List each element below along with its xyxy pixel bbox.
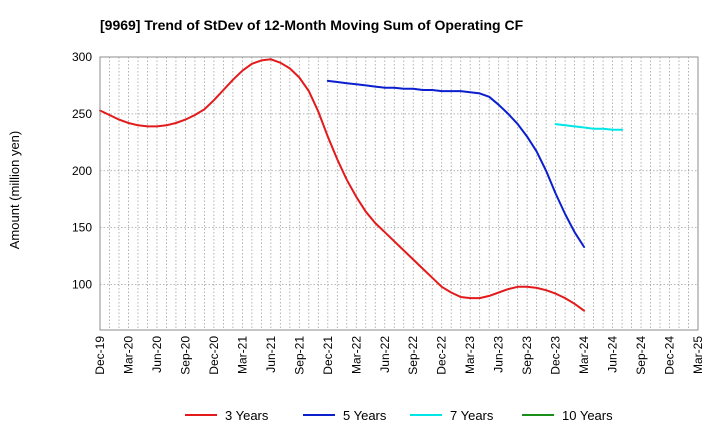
legend: 3 Years 5 Years 7 Years 10 Years	[185, 408, 613, 423]
x-tick-label: Sep-22	[406, 336, 420, 375]
y-tick-labels: 100 150 200 250 300	[72, 50, 92, 292]
x-tick-label: Dec-21	[321, 336, 335, 375]
x-tick-label: Sep-21	[292, 336, 306, 375]
x-tick-label: Mar-22	[349, 336, 363, 374]
y-axis-label: Amount (million yen)	[7, 131, 22, 250]
x-tick-label: Sep-23	[520, 336, 534, 375]
legend-label: 5 Years	[343, 408, 387, 423]
series-line-3-years	[99, 58, 586, 312]
series-line-7-years	[554, 123, 624, 131]
x-tick-label: Dec-20	[207, 336, 221, 375]
x-tick-label: Mar-25	[691, 336, 705, 374]
x-tick-label: Mar-23	[463, 336, 477, 374]
x-tick-label: Jun-21	[264, 336, 278, 373]
chart-title: [9969] Trend of StDev of 12-Month Moving…	[100, 17, 524, 33]
x-tick-label: Jun-23	[492, 336, 506, 373]
series-lines	[99, 58, 624, 312]
y-tick-label: 200	[72, 164, 92, 178]
x-tick-label: Dec-23	[549, 336, 563, 375]
x-tick-labels: Dec-19 Mar-20 Jun-20 Sep-20 Dec-20 Mar-21 Jun-…	[93, 336, 705, 375]
x-tick-label: Mar-24	[577, 336, 591, 374]
x-tick-label: Jun-20	[150, 336, 164, 373]
series-line-5-years	[326, 79, 586, 248]
y-tick-label: 300	[72, 50, 92, 64]
legend-label: 7 Years	[450, 408, 494, 423]
x-tick-label: Dec-19	[93, 336, 107, 375]
y-tick-label: 250	[72, 107, 92, 121]
x-tick-label: Sep-24	[634, 336, 648, 375]
x-tick-label: Jun-22	[378, 336, 392, 373]
legend-label: 10 Years	[562, 408, 613, 423]
y-tick-label: 150	[72, 221, 92, 235]
x-tick-label: Dec-22	[435, 336, 449, 375]
x-tick-label: Dec-24	[663, 336, 677, 375]
plot-area-frame	[99, 56, 699, 331]
grid	[100, 56, 698, 330]
legend-label: 3 Years	[225, 408, 269, 423]
y-tick-label: 100	[72, 278, 92, 292]
x-tick-label: Mar-21	[235, 336, 249, 374]
x-tick-label: Sep-20	[178, 336, 192, 375]
x-tick-label: Jun-24	[606, 336, 620, 373]
x-tick-label: Mar-20	[121, 336, 135, 374]
